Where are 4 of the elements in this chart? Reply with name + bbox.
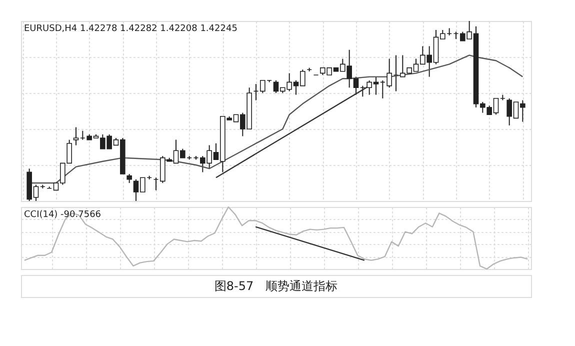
caption: 图8-57 顺势通道指标 (214, 279, 338, 293)
chart-title: CCI(14) -90.7566 (24, 210, 102, 220)
chart-title: EURUSD,H4 1.42278 1.42282 1.42208 1.42245 (24, 24, 238, 34)
candlestick (73, 126, 79, 146)
